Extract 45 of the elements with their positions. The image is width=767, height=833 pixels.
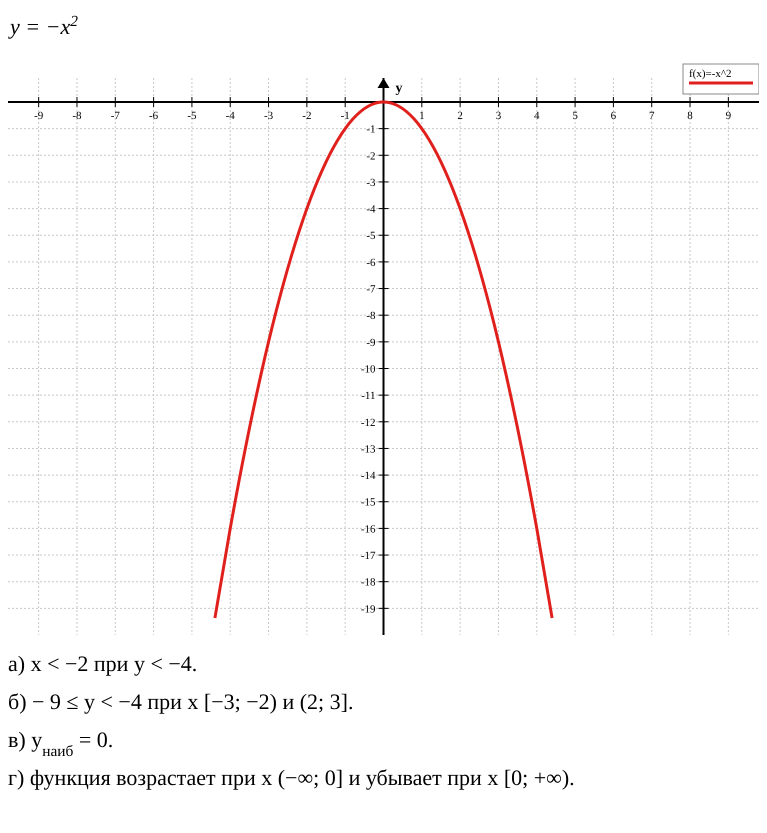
y-tick-label: -19	[360, 603, 376, 616]
y-axis-title: y	[396, 81, 402, 96]
y-tick-label: -5	[366, 230, 376, 242]
y-tick-label: -8	[366, 310, 376, 322]
x-tick-label: -8	[72, 110, 82, 122]
y-tick-label: -1	[366, 124, 376, 136]
x-tick-label: 9	[726, 110, 732, 122]
y-tick-label: -11	[361, 390, 376, 402]
line-series	[213, 100, 554, 620]
x-tick-label: 8	[687, 110, 694, 122]
x-tick-label: -1	[340, 110, 350, 122]
y-tick-label: -16	[360, 523, 376, 536]
chart-title: y = −x$^{2}$	[8, 12, 78, 39]
x-tick-label: 3	[496, 110, 502, 122]
x-tick-label: 7	[648, 110, 655, 122]
x-tick-label: 1	[419, 110, 425, 122]
y-tick-label: -6	[366, 256, 376, 269]
y-tick-label: -12	[360, 416, 376, 429]
y-tick-label: -18	[360, 576, 376, 589]
y-tick-label: -17	[360, 550, 376, 562]
text: f(x)=-x^2	[689, 68, 732, 80]
y-tick-label: -10	[360, 363, 376, 376]
x-tick-label: -7	[110, 110, 120, 122]
text: б) − 9 ≤ y < −4 при x [−3; −2) и (2; 3].	[8, 689, 354, 714]
x-tick-label: -2	[302, 110, 312, 122]
x-tick-label: -6	[149, 110, 159, 122]
x-tick-label: -5	[187, 110, 197, 122]
y-tick-label: -2	[366, 150, 376, 162]
y-tick-label: -14	[360, 470, 376, 482]
y-tick-label: -4	[366, 204, 376, 216]
y-tick-label: -15	[360, 496, 376, 509]
x-tick-label: -4	[226, 110, 236, 122]
text: в) y$_{наиб}$ = 0.	[8, 727, 114, 760]
x-tick-label: -9	[34, 110, 44, 122]
x-tick-label: -3	[264, 110, 274, 122]
x-tick-label: 6	[610, 110, 617, 122]
x-tick-label: 2	[457, 110, 463, 122]
x-tick-label: 4	[534, 110, 540, 122]
y-tick-label: -3	[366, 176, 376, 189]
y-tick-label: -13	[360, 443, 376, 456]
text: г) функция возрастает при x (−∞; 0] и убывает при x [0; +∞).	[8, 765, 575, 790]
y-tick-label: -7	[366, 284, 376, 296]
x-tick-label: 5	[572, 110, 578, 122]
y-tick-label: -9	[366, 336, 376, 349]
text: а) x < −2 при y < −4.	[8, 651, 198, 676]
